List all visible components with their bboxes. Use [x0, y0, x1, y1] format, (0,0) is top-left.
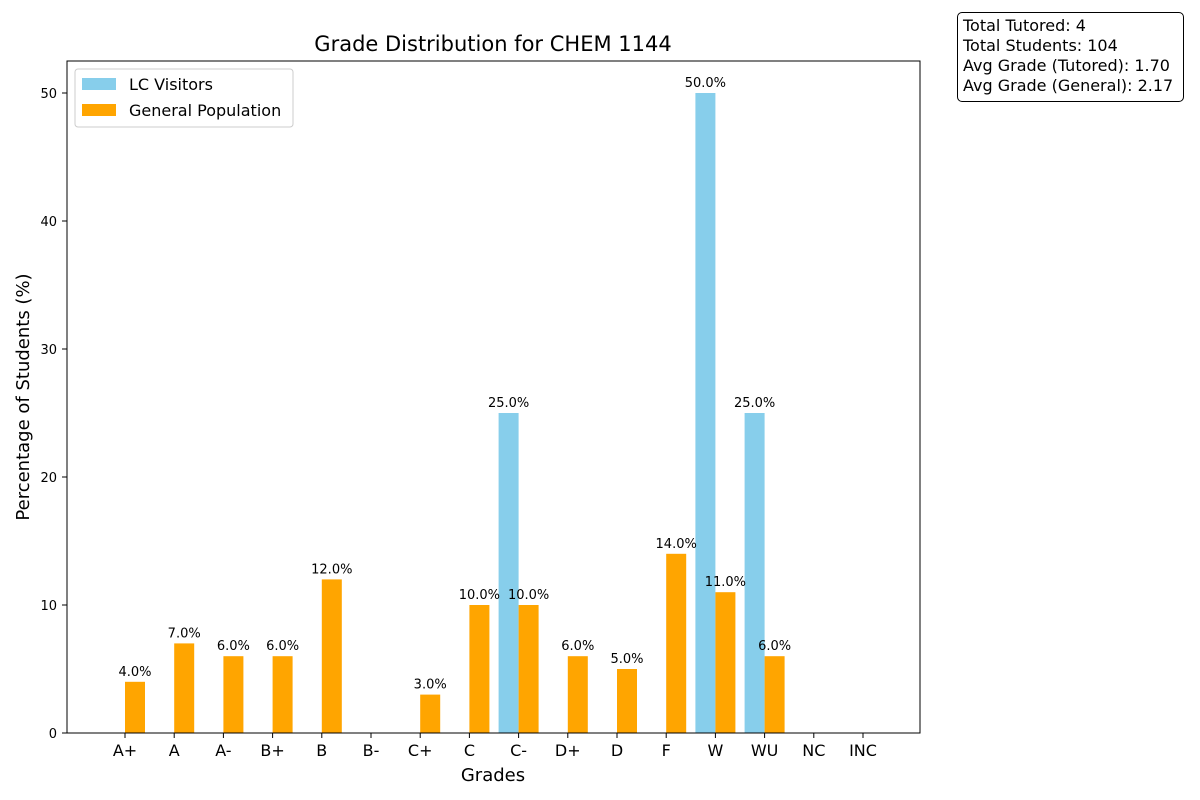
- bar-general-population-f: [666, 553, 687, 733]
- bar-general-population-aminus: [223, 656, 244, 733]
- stats-box: Total Tutored: 4 Total Students: 104 Avg…: [957, 12, 1184, 102]
- bar-general-population-aplus: [125, 681, 145, 733]
- x-tick-label-cminus: C-: [510, 741, 527, 760]
- x-tick-label-nc: NC: [802, 741, 825, 760]
- x-tick-label-a: A: [169, 741, 180, 760]
- data-label-general-population-a: 7.0%: [168, 626, 201, 641]
- legend-swatch-general-population: [82, 104, 116, 116]
- stat-avg-grade-tutored: Avg Grade (Tutored): 1.70: [963, 56, 1170, 75]
- x-tick-label-inc: INC: [849, 741, 877, 760]
- data-label-general-population-bplus: 6.0%: [266, 639, 299, 654]
- data-label-general-population-c: 10.0%: [459, 588, 500, 603]
- y-tick-label-50: 50: [40, 87, 57, 102]
- data-label-lc-visitors-cminus: 25.0%: [488, 396, 529, 411]
- chart-title: Grade Distribution for CHEM 1144: [314, 32, 671, 56]
- stat-total-tutored: Total Tutored: 4: [963, 16, 1086, 35]
- data-label-general-population-wu: 6.0%: [758, 639, 791, 654]
- x-axis-label: Grades: [461, 765, 525, 786]
- x-tick-label-bminus: B-: [363, 741, 380, 760]
- data-label-general-population-aminus: 6.0%: [217, 639, 250, 654]
- bar-general-population-b: [321, 579, 342, 733]
- x-tick-label-wu: WU: [751, 741, 779, 760]
- stat-total-students: Total Students: 104: [963, 36, 1118, 55]
- bar-lc-visitors-wu: [744, 413, 765, 733]
- legend-swatch-lc-visitors: [82, 78, 116, 90]
- x-tick-label-dplus: D+: [555, 741, 581, 760]
- y-tick-label-40: 40: [40, 215, 57, 230]
- x-tick-label-cplus: C+: [408, 741, 433, 760]
- bar-general-population-dplus: [567, 656, 588, 733]
- legend-label-general-population: General Population: [129, 101, 281, 120]
- y-tick-label-0: 0: [49, 727, 57, 742]
- data-label-general-population-b: 12.0%: [311, 562, 352, 577]
- data-label-general-population-dplus: 6.0%: [561, 639, 594, 654]
- data-label-lc-visitors-w: 50.0%: [685, 76, 726, 91]
- bars-group: [125, 93, 785, 733]
- data-label-general-population-aplus: 4.0%: [118, 665, 151, 680]
- data-label-general-population-cplus: 3.0%: [414, 678, 447, 693]
- data-labels-group: 4.0% 7.0% 6.0% 6.0% 12.0% 3.0% 10.0% 25.0% 10.0%…: [118, 76, 791, 693]
- y-tick-label-20: 20: [40, 471, 57, 486]
- bar-lc-visitors-w: [695, 93, 716, 733]
- data-label-general-population-f: 14.0%: [656, 537, 697, 552]
- plot-frame: [66, 60, 921, 734]
- x-tick-label-w: W: [707, 741, 723, 760]
- bar-general-population-wu: [764, 656, 785, 733]
- y-axis: 0 10 20 30 40 50: [40, 87, 67, 742]
- y-tick-label-10: 10: [40, 599, 57, 614]
- bar-general-population-c: [469, 605, 490, 733]
- legend-frame: [74, 68, 294, 128]
- y-axis-label: Percentage of Students (%): [13, 273, 34, 520]
- x-tick-label-f: F: [662, 741, 671, 760]
- bar-general-population-a: [174, 643, 195, 733]
- bar-lc-visitors-cminus: [498, 413, 519, 733]
- bar-chart: Grade Distribution for CHEM 1144 4.0% 7.0…: [13, 32, 921, 786]
- x-tick-label-bplus: B+: [260, 741, 284, 760]
- bar-general-population-bplus: [272, 656, 293, 733]
- y-tick-label-30: 30: [40, 343, 57, 358]
- data-label-general-population-w: 11.0%: [705, 575, 746, 590]
- bar-general-population-cplus: [420, 694, 441, 733]
- legend-label-lc-visitors: LC Visitors: [129, 75, 213, 94]
- x-tick-label-aminus: A-: [215, 741, 231, 760]
- data-label-general-population-cminus: 10.0%: [508, 588, 549, 603]
- x-axis: A+ A A- B+ B B- C+ C C- D+ D F W WU NC INC: [113, 733, 877, 760]
- x-tick-label-aplus: A+: [113, 741, 137, 760]
- bar-general-population-cminus: [518, 605, 539, 733]
- bar-general-population-d: [617, 669, 637, 733]
- x-tick-label-d: D: [611, 741, 623, 760]
- bar-general-population-w: [715, 592, 736, 733]
- data-label-lc-visitors-wu: 25.0%: [734, 396, 775, 411]
- legend: LC Visitors General Population: [74, 68, 294, 128]
- data-label-general-population-d: 5.0%: [610, 652, 643, 667]
- x-tick-label-c: C: [464, 741, 475, 760]
- x-tick-label-b: B: [316, 741, 327, 760]
- stat-avg-grade-general: Avg Grade (General): 2.17: [963, 76, 1174, 95]
